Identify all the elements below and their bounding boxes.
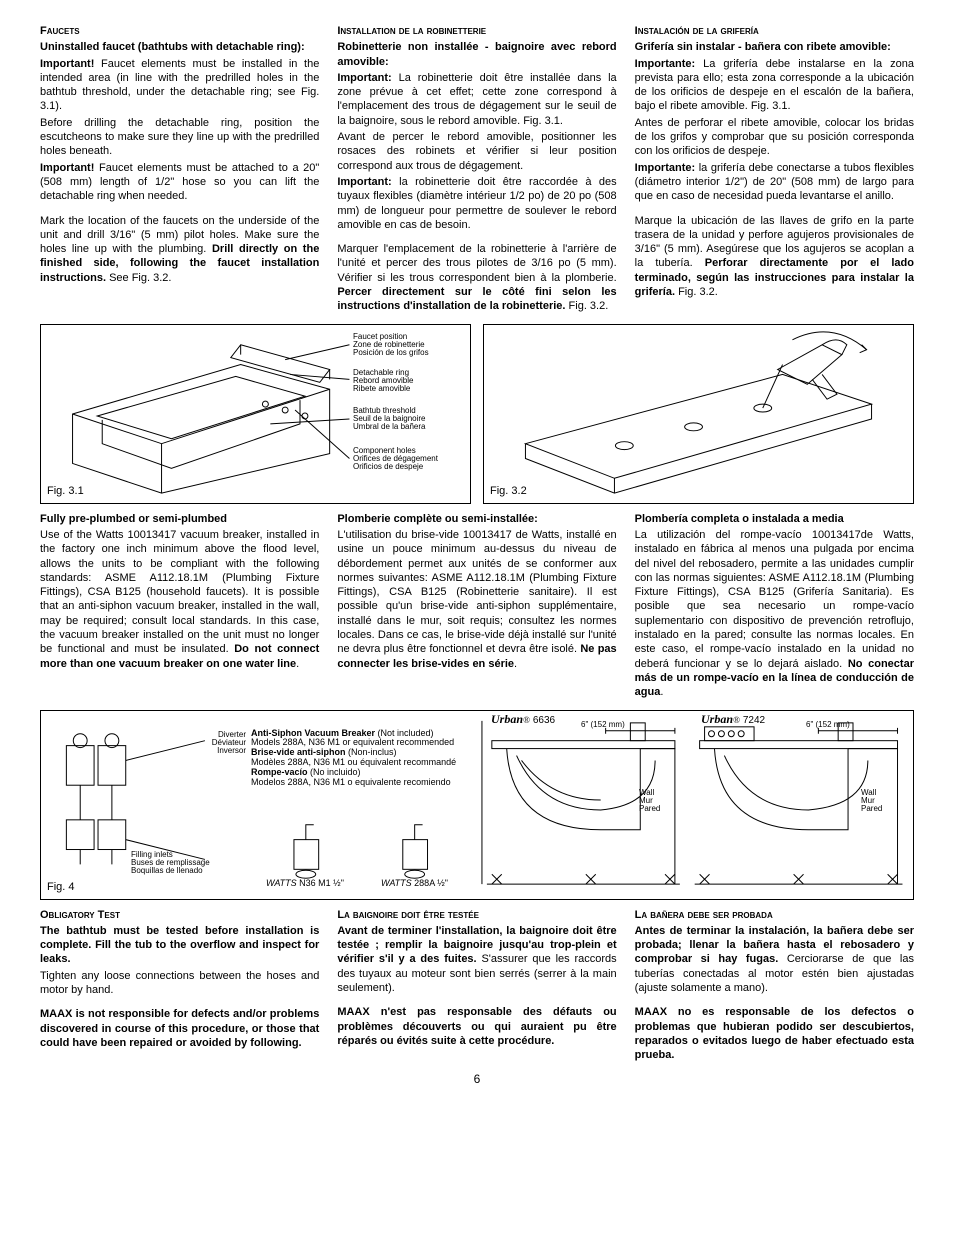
heading-plomb-fr: Plomberie complète ou semi-installée:	[337, 512, 616, 526]
filling-es: Boquillas de llenado	[131, 867, 241, 875]
fig32-label: Fig. 3.2	[490, 484, 527, 498]
mid-columns: Fully pre-plumbed or semi-plumbed Use of…	[40, 512, 914, 702]
heading-install-fr: Installation de la robinetterie	[337, 24, 616, 38]
vac-es-c: Modelos 288A, N36 M1 o equivalente recom…	[251, 778, 471, 788]
six-in-1: 6" (152 mm)	[581, 721, 625, 729]
es-p6: Antes de terminar la instalación, la bañ…	[635, 924, 914, 995]
fr-p4: Marquer l'emplacement de la robinetterie…	[337, 242, 616, 313]
six-in-2: 6" (152 mm)	[806, 721, 850, 729]
heading-fully: Fully pre-plumbed or semi-plumbed	[40, 512, 319, 526]
annot-threshold-es: Umbral de la bañera	[353, 423, 426, 431]
en-p2: Before drilling the detachable ring, pos…	[40, 116, 319, 159]
urban-7242: Urban® 7242	[701, 713, 765, 727]
en-p7: Tighten any loose connections between th…	[40, 969, 319, 998]
col-en-bot: Obligatory Test The bathtub must be test…	[40, 908, 319, 1065]
es-p4: Marque la ubicación de las llaves de gri…	[635, 214, 914, 300]
col-fr-mid: Plomberie complète ou semi-installée: L'…	[337, 512, 616, 702]
wall-es-2: Pared	[861, 805, 882, 813]
es-p5: La utilización del rompe-vacío 10013417d…	[635, 528, 914, 700]
es-p2: Antes de perforar el ribete amovible, co…	[635, 116, 914, 159]
heading-install-es: Instalación de la grifería	[635, 24, 914, 38]
fig31-label: Fig. 3.1	[47, 484, 84, 498]
top-columns: Faucets Uninstalled faucet (bathtubs wit…	[40, 24, 914, 316]
en-p4: Mark the location of the faucets on the …	[40, 214, 319, 285]
fig-3-1: Faucet position Zone de robinetterie Pos…	[40, 324, 471, 504]
heading-test-es: La bañera debe ser probada	[635, 908, 914, 922]
col-es-mid: Plombería completa o instalada a media L…	[635, 512, 914, 702]
col-en-mid: Fully pre-plumbed or semi-plumbed Use of…	[40, 512, 319, 702]
col-fr: Installation de la robinetterie Robinett…	[337, 24, 616, 316]
es-p1: Importante: La grifería debe instalarse …	[635, 57, 914, 114]
page-number: 6	[40, 1072, 914, 1088]
fr-p8: MAAX n'est pas responsable des défauts o…	[337, 1005, 616, 1048]
en-p3: Important! Faucet elements must be attac…	[40, 161, 319, 204]
heading-faucets: Faucets	[40, 24, 319, 38]
figs-31-32: Faucet position Zone de robinetterie Pos…	[40, 324, 914, 504]
heading-robinet: Robinetterie non installée - baignoire a…	[337, 40, 616, 69]
col-es: Instalación de la grifería Grifería sin …	[635, 24, 914, 316]
fr-p2: Avant de percer le rebord amovible, posi…	[337, 130, 616, 173]
heading-test-en: Obligatory Test	[40, 908, 319, 922]
col-en: Faucets Uninstalled faucet (bathtubs wit…	[40, 24, 319, 316]
en-p8: MAAX is not responsible for defects and/…	[40, 1007, 319, 1050]
heading-plomb-es: Plombería completa o instalada a media	[635, 512, 914, 526]
watts-2: WATTS 288A ½"	[381, 879, 448, 889]
fig-4: Urban® 6636 Urban® 7242 6" (152 mm) 6" (…	[40, 710, 914, 900]
heading-test-fr: La baignoire doit être testée	[337, 908, 616, 922]
en-p1: Important! Faucet elements must be insta…	[40, 57, 319, 114]
bottom-columns: Obligatory Test The bathtub must be test…	[40, 908, 914, 1065]
fr-p1: Important: La robinetterie doit être ins…	[337, 71, 616, 128]
en-p5: Use of the Watts 10013417 vacuum breaker…	[40, 528, 319, 671]
heading-uninstalled: Uninstalled faucet (bathtubs with detach…	[40, 40, 319, 54]
watts-1: WATTS N36 M1 ½"	[266, 879, 344, 889]
annot-faucet-pos-es: Posición de los grifos	[353, 349, 429, 357]
annot-ring-es: Ribete amovible	[353, 385, 413, 393]
heading-grif: Grifería sin instalar - bañera con ribet…	[635, 40, 914, 54]
es-p8: MAAX no es responsable de los defectos o…	[635, 1005, 914, 1062]
urban-6636: Urban® 6636	[491, 713, 555, 727]
fr-p3: Important: la robinetterie doit être rac…	[337, 175, 616, 232]
es-p3: Importante: la grifería debe conectarse …	[635, 161, 914, 204]
drill-diagram-icon	[484, 325, 913, 503]
en-p6: The bathtub must be tested before instal…	[40, 924, 319, 967]
fr-p5: L'utilisation du brise-vide 10013417 de …	[337, 528, 616, 671]
wall-es-1: Pared	[639, 805, 660, 813]
fig4-label: Fig. 4	[47, 880, 75, 894]
fr-p6: Avant de terminer l'installation, la bai…	[337, 924, 616, 995]
fig-3-2: Fig. 3.2	[483, 324, 914, 504]
diverter-es: Inversor	[196, 747, 246, 755]
col-es-bot: La bañera debe ser probada Antes de term…	[635, 908, 914, 1065]
col-fr-bot: La baignoire doit être testée Avant de t…	[337, 908, 616, 1065]
annot-holes-es: Orificios de despeje	[353, 463, 438, 471]
